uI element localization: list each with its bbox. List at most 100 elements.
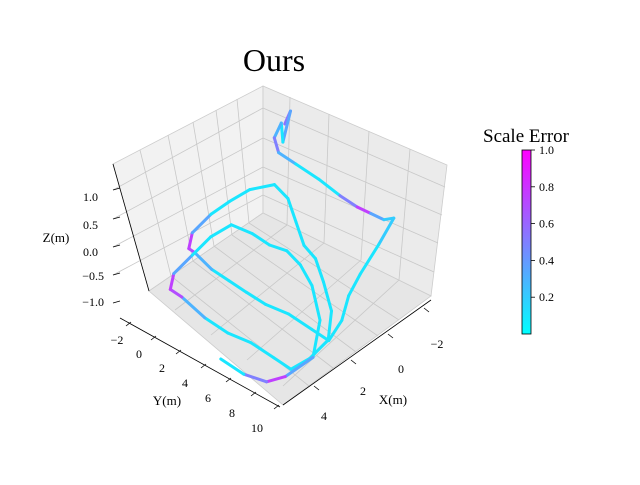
trajectory-segment	[272, 183, 290, 201]
colorbar-tick-label: 0.8	[539, 180, 554, 194]
z-tick-mark	[112, 272, 121, 276]
y-tick-label: 8	[229, 406, 235, 420]
trajectory-segment	[244, 290, 268, 306]
y-axis-label: Y(m)	[153, 393, 181, 408]
trajectory-segment	[322, 280, 333, 313]
trajectory-segment	[279, 121, 285, 144]
trajectory-segment	[242, 372, 269, 384]
trajectory-segment	[250, 232, 271, 247]
z-axis: 1.0 0.5 0.0 −0.5 −1.0 Z(m)	[43, 163, 150, 309]
y-tick-mark	[250, 391, 257, 397]
trajectory-segment	[190, 212, 213, 235]
z-tick-mark	[112, 300, 121, 304]
z-axis-label: Z(m)	[43, 230, 70, 245]
trajectory-segment	[229, 223, 254, 236]
x-tick-mark	[387, 333, 394, 339]
trajectory-segment	[210, 267, 231, 283]
trajectory-segment	[327, 318, 344, 343]
y-axis: −2 0 2 4 6 8 10 Y(m)	[111, 317, 281, 435]
trajectory-segment	[310, 284, 322, 322]
trajectory-segment	[249, 341, 276, 360]
trajectory-segment	[168, 287, 184, 299]
trajectory-segment	[294, 220, 306, 247]
colorbar-gradient	[521, 149, 532, 335]
x-axis-label: X(m)	[379, 392, 407, 407]
x-tick-mark	[350, 359, 357, 365]
y-tick-mark	[273, 404, 280, 410]
trajectory-segment	[272, 356, 293, 371]
trajectory-segment	[190, 235, 213, 257]
trajectory-segment	[286, 197, 298, 224]
y-tick-label: 2	[159, 361, 165, 375]
trajectory-segment	[347, 272, 362, 298]
trajectory-segment	[180, 295, 207, 320]
trajectory-segment	[283, 355, 315, 379]
x-axis: −2 0 2 4 X(m)	[282, 299, 444, 423]
y-tick-mark	[175, 349, 182, 355]
trajectory-segment	[340, 294, 351, 322]
trajectory	[168, 109, 396, 384]
y-tick-label: 6	[205, 391, 211, 405]
trajectory-segment	[248, 183, 276, 192]
trajectory-segment	[298, 263, 314, 288]
z-tick-mark	[112, 216, 121, 220]
trajectory-segment	[203, 316, 230, 335]
colorbar-tick-label: 0.4	[539, 253, 554, 267]
y-tick-mark	[150, 335, 157, 341]
trajectory-segment	[193, 250, 214, 271]
y-tick-mark	[200, 363, 207, 369]
x-tick-mark	[313, 385, 320, 391]
trajectory-segment	[265, 375, 287, 384]
x-tick-label: 0	[398, 362, 404, 376]
trajectory-segment	[219, 357, 246, 376]
pane-group	[112, 85, 448, 406]
trajectory-segment	[277, 151, 298, 166]
trajectory-segment	[226, 331, 253, 345]
x-tick-label: 4	[321, 409, 327, 423]
trajectory-segment	[369, 211, 386, 222]
trajectory-segment	[227, 188, 252, 204]
z-tick-label: 0.0	[83, 245, 98, 259]
trajectory-segment	[326, 309, 333, 342]
x-tick-label: −2	[431, 337, 444, 351]
y-tick-label: 4	[182, 376, 188, 390]
y-tick-mark	[225, 377, 232, 383]
trajectory-segment	[168, 272, 176, 291]
trajectory-segment	[264, 302, 291, 316]
colorbar-ticks: 1.0 0.8 0.6 0.4 0.2	[531, 143, 554, 304]
x-tick-mark	[423, 307, 430, 313]
trajectory-segment	[209, 223, 233, 239]
z-tick-label: 0.5	[83, 218, 98, 232]
chart-title: Ours	[243, 42, 305, 78]
z-tick-label: −1.0	[82, 295, 104, 309]
trajectory-segment	[285, 249, 302, 267]
trajectory-segment	[358, 242, 381, 276]
z-tick-mark	[112, 187, 121, 191]
y-tick-mark	[125, 321, 132, 327]
trajectory-segment	[268, 243, 289, 253]
trajectory-segment	[355, 205, 373, 215]
trajectory-segment	[338, 194, 359, 209]
x-tick-label: 2	[360, 384, 366, 398]
z-tick-label: −0.5	[82, 269, 104, 283]
trajectory-segment	[317, 177, 342, 198]
floor-pane	[148, 212, 432, 406]
y-tick-label: 10	[251, 421, 263, 435]
y-tick-label: 0	[136, 347, 142, 361]
trajectory-segment	[187, 231, 194, 251]
trajectory-segment	[281, 109, 292, 144]
colorbar-tick-label: 0.6	[539, 217, 554, 231]
trajectory-segment	[310, 327, 331, 343]
trajectory-segment	[272, 136, 281, 155]
trajectory-segment	[377, 216, 396, 246]
colorbar-tick-label: 0.2	[539, 290, 554, 304]
trajectory-segment	[311, 318, 322, 359]
trajectory-segment	[302, 243, 317, 261]
colorbar-title: Scale Error	[483, 126, 570, 147]
trajectory-segment	[272, 121, 283, 140]
z-tick-mark	[112, 244, 121, 248]
z-tick-label: 1.0	[83, 190, 98, 204]
trajectory-segment	[227, 279, 248, 294]
